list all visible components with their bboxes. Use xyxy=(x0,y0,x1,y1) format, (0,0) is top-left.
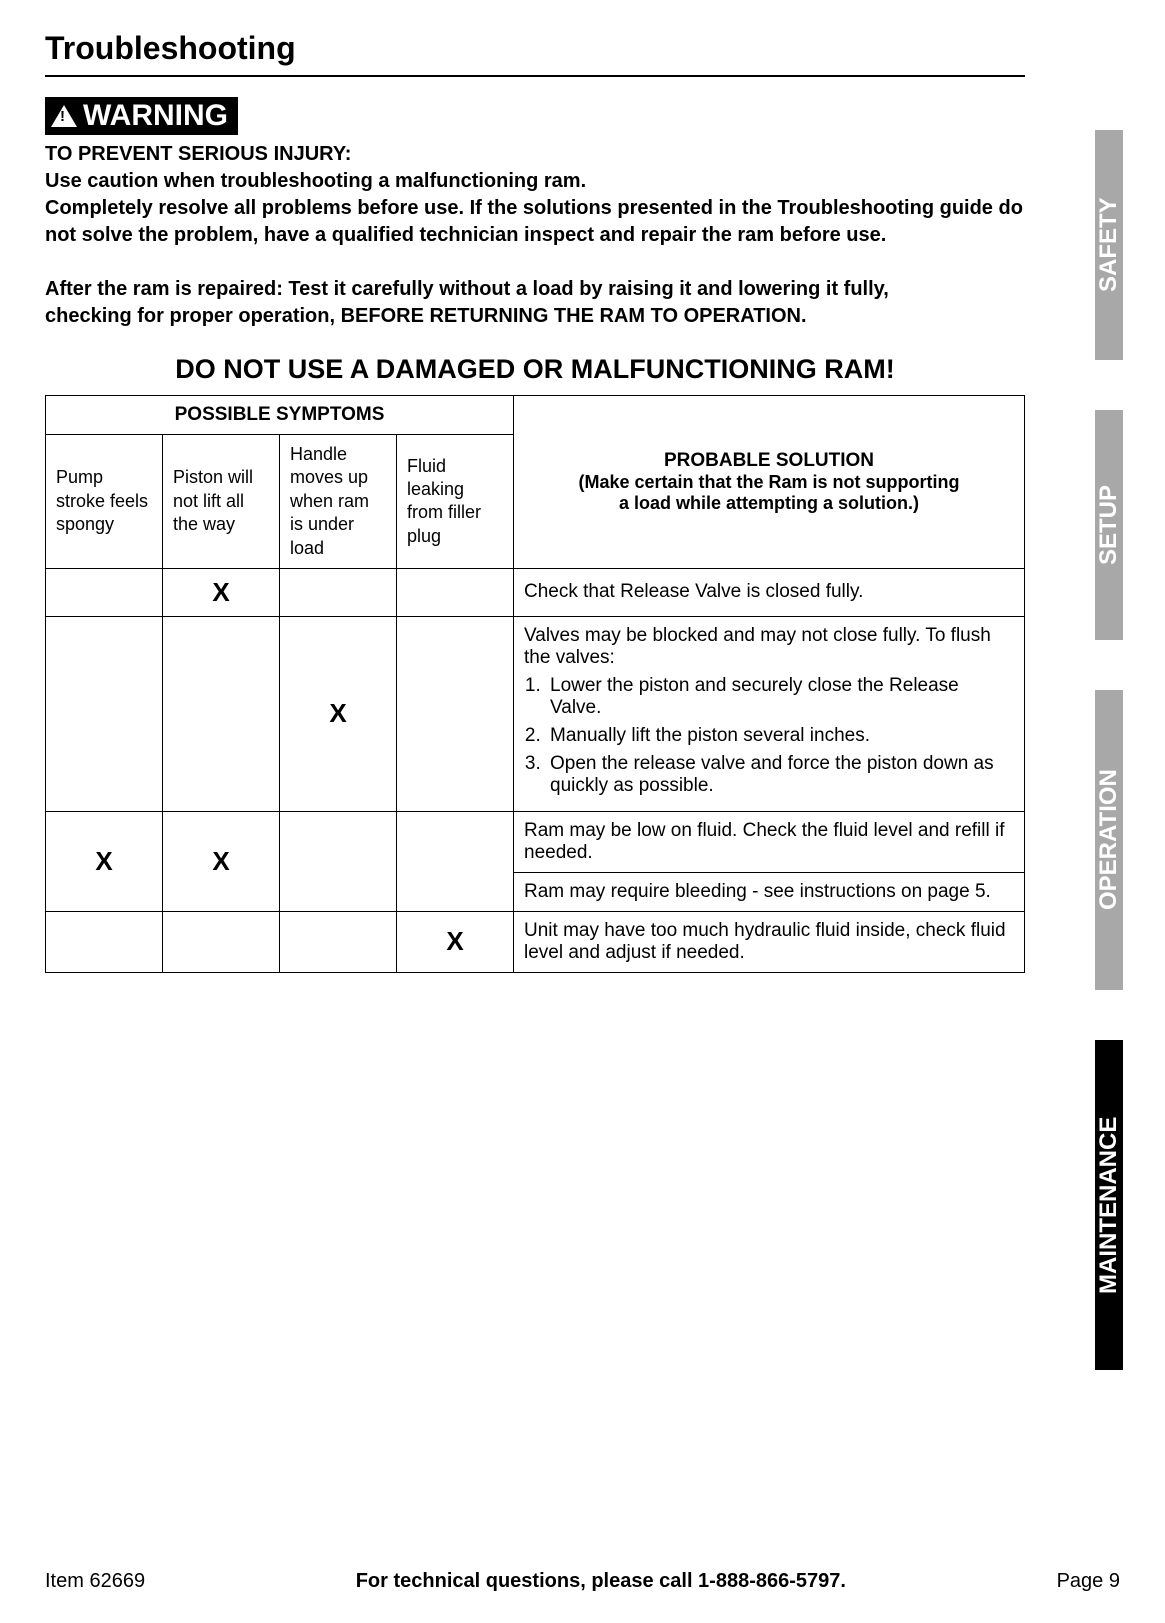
table-row: X Check that Release Valve is closed ful… xyxy=(46,568,1025,616)
solution-cell: Check that Release Valve is closed fully… xyxy=(514,568,1025,616)
do-not-use-heading: DO NOT USE A DAMAGED OR MALFUNCTIONING R… xyxy=(45,354,1025,385)
solution-header: PROBABLE SOLUTION (Make certain that the… xyxy=(514,396,1025,569)
solution-header-sub: (Make certain that the Ram is not suppor… xyxy=(524,472,1014,514)
page-footer: Item 62669 For technical questions, plea… xyxy=(45,1570,1120,1593)
mark-cell xyxy=(397,811,514,911)
mark-cell xyxy=(46,616,163,811)
mark-cell xyxy=(46,911,163,972)
mark-cell xyxy=(397,568,514,616)
mark-cell xyxy=(397,616,514,811)
footer-item: Item 62669 xyxy=(45,1570,145,1593)
symptom-col-2: Handle moves up when ram is under load xyxy=(280,435,397,569)
warning-label: WARNING xyxy=(83,99,228,133)
mark-cell xyxy=(280,811,397,911)
solution-step: Lower the piston and securely close the … xyxy=(546,675,1014,719)
warning-body: TO PREVENT SERIOUS INJURY: Use caution w… xyxy=(45,141,1025,330)
solution-cell: Valves may be blocked and may not close … xyxy=(514,616,1025,811)
troubleshooting-table: POSSIBLE SYMPTOMS PROBABLE SOLUTION (Mak… xyxy=(45,395,1025,973)
mark-cell: X xyxy=(163,568,280,616)
symptoms-header: POSSIBLE SYMPTOMS xyxy=(46,396,514,435)
side-tabs: SAFETY SETUP OPERATION MAINTENANCE xyxy=(1095,130,1165,1370)
solution-step: Manually lift the piston several inches. xyxy=(546,725,1014,747)
table-row: X Unit may have too much hydraulic fluid… xyxy=(46,911,1025,972)
mark-cell: X xyxy=(46,811,163,911)
mark-cell xyxy=(280,911,397,972)
footer-center: For technical questions, please call 1-8… xyxy=(356,1570,846,1593)
warning-badge: WARNING xyxy=(45,97,238,135)
tab-safety: SAFETY xyxy=(1095,130,1123,360)
mark-cell: X xyxy=(163,811,280,911)
tab-setup: SETUP xyxy=(1095,410,1123,640)
symptom-col-1: Piston will not lift all the way xyxy=(163,435,280,569)
mark-cell xyxy=(46,568,163,616)
solution-cell: Unit may have too much hydraulic fluid i… xyxy=(514,911,1025,972)
solution-step: Open the release valve and force the pis… xyxy=(546,753,1014,797)
solution-steps: Lower the piston and securely close the … xyxy=(524,675,1014,797)
section-title: Troubleshooting xyxy=(45,30,1025,67)
solution-cell: Ram may be low on fluid. Check the fluid… xyxy=(514,811,1025,872)
table-row: X X Ram may be low on fluid. Check the f… xyxy=(46,811,1025,872)
title-rule xyxy=(45,75,1025,77)
tab-operation: OPERATION xyxy=(1095,690,1123,990)
symptom-col-3: Fluid leaking from filler plug xyxy=(397,435,514,569)
mark-cell: X xyxy=(280,616,397,811)
mark-cell xyxy=(163,911,280,972)
symptom-col-0: Pump stroke feels spongy xyxy=(46,435,163,569)
solution-cell: Ram may require bleeding - see instructi… xyxy=(514,872,1025,911)
solution-lead: Valves may be blocked and may not close … xyxy=(524,625,1014,669)
alert-icon xyxy=(51,105,77,127)
mark-cell: X xyxy=(397,911,514,972)
footer-page: Page 9 xyxy=(1057,1570,1120,1593)
mark-cell xyxy=(280,568,397,616)
mark-cell xyxy=(163,616,280,811)
tab-maintenance: MAINTENANCE xyxy=(1095,1040,1123,1370)
solution-header-title: PROBABLE SOLUTION xyxy=(524,450,1014,472)
table-row: X Valves may be blocked and may not clos… xyxy=(46,616,1025,811)
